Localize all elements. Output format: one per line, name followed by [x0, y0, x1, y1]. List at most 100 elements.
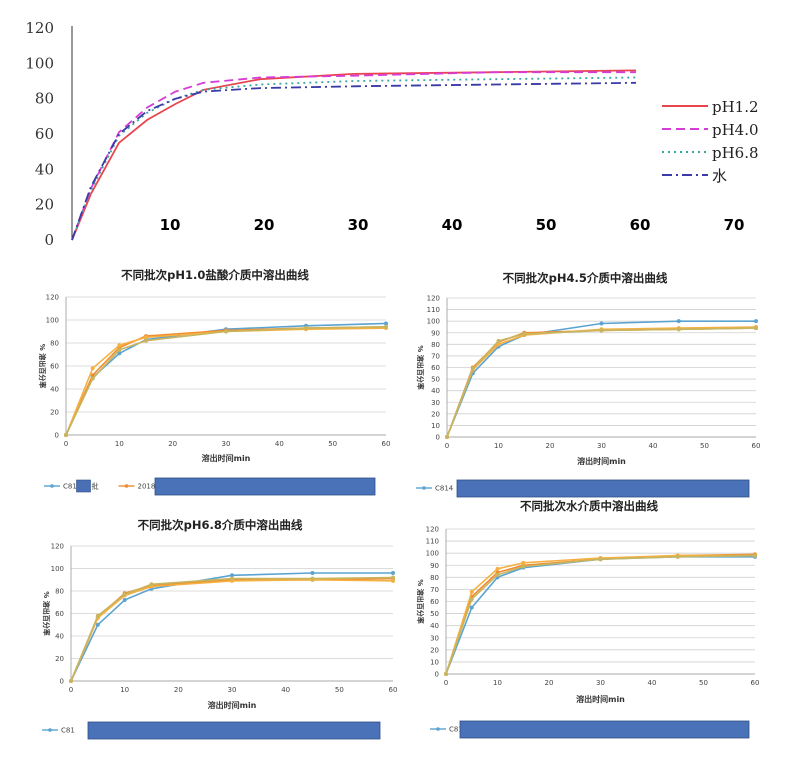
data-point: [521, 560, 526, 565]
y-tick-label: 60: [35, 125, 54, 143]
series-line-2: [71, 76, 637, 241]
y-tick-label: 20: [50, 409, 59, 417]
y-tick-label: 80: [431, 341, 440, 349]
legend-label: pH1.2: [712, 98, 759, 116]
y-tick-label: 100: [426, 550, 439, 558]
data-point: [675, 554, 680, 559]
y-tick-label: 30: [430, 634, 439, 642]
redaction-box: [154, 477, 376, 496]
data-point: [144, 338, 148, 343]
y-tick-label: 70: [431, 352, 440, 360]
x-tick-label: 60: [382, 440, 391, 448]
x-tick-label: 20: [545, 679, 554, 687]
data-point: [310, 571, 315, 575]
x-tick-label: 50: [700, 442, 709, 450]
legend: pH1.2 pH4.0 pH6.8 水: [662, 98, 759, 185]
redaction-swatch: [76, 479, 91, 493]
data-point: [304, 326, 308, 331]
y-tick-label: 110: [426, 538, 439, 546]
data-point: [69, 679, 73, 683]
data-point: [90, 366, 95, 371]
y-tick-label: 120: [25, 19, 54, 37]
y-tick-label: 40: [431, 387, 440, 395]
x-tick-label: 60: [752, 442, 761, 450]
y-tick-label: 40: [55, 633, 64, 641]
y-tick-label: 120: [426, 526, 439, 534]
y-tick-label: 100: [51, 565, 64, 573]
redaction-box: [87, 721, 381, 740]
legend-label: 2018: [138, 483, 156, 491]
panel-chart-2: 不同批次pH4.5介质中溶出曲线 0 10 20 30 40 50 60 70 80 90 100 11…: [416, 271, 761, 498]
panel-chart-1: 不同批次pH1.0盐酸介质中溶出曲线 0 20 40 60 80 100 120 0 10 20 30…: [38, 268, 391, 496]
x-tick-label: 30: [597, 442, 606, 450]
y-tick-label: 110: [427, 306, 440, 314]
series-line-3: [71, 81, 637, 241]
y-tick-label: 40: [430, 622, 439, 630]
y-axis-label: % 溶出百分率: [416, 579, 425, 623]
panel-title: 不同批次pH4.5介质中溶出曲线: [503, 271, 668, 285]
y-tick-label: 70: [430, 586, 439, 594]
series-line-2: [446, 326, 757, 438]
y-tick-label: 90: [431, 329, 440, 337]
y-tick-label: 40: [35, 160, 54, 178]
x-axis-label: 溶出时间min: [576, 694, 625, 704]
y-tick-label: 100: [427, 318, 440, 326]
y-tick-label: 10: [431, 422, 440, 430]
x-axis-label: 溶出时间min: [577, 456, 626, 466]
data-point: [753, 553, 757, 558]
data-point: [599, 321, 604, 326]
y-tick-label: 50: [430, 610, 439, 618]
legend-marker: [422, 486, 426, 490]
x-tick-label: 20: [168, 440, 177, 448]
data-point: [469, 605, 474, 610]
y-tick-label: 0: [435, 671, 439, 679]
data-point: [754, 326, 758, 331]
legend-marker: [436, 727, 440, 731]
x-tick-label: 10: [160, 216, 181, 234]
legend-label: C81: [61, 727, 75, 735]
series-line-1: [70, 577, 394, 682]
legend-label: pH6.8: [712, 144, 759, 162]
data-point: [90, 373, 95, 378]
data-point: [117, 351, 122, 356]
panel-chart-3: 不同批次pH6.8介质中溶出曲线 0 20 40 60 80 100 120 0 10 20 30 40…: [42, 518, 397, 740]
legend-label: pH4.0: [712, 121, 759, 139]
data-point: [495, 572, 500, 577]
legend: C81: [42, 727, 75, 735]
data-point: [117, 347, 122, 352]
x-tick-label: 0: [69, 686, 73, 694]
x-tick-label: 20: [546, 442, 555, 450]
data-point: [496, 338, 501, 343]
data-point: [522, 331, 527, 336]
series-line-0: [71, 69, 637, 241]
x-tick-label: 10: [494, 442, 503, 450]
data-point: [444, 672, 448, 676]
y-tick-label: 80: [50, 340, 59, 348]
x-tick-label: 20: [174, 686, 183, 694]
x-tick-label: 10: [115, 440, 124, 448]
x-tick-label: 0: [64, 440, 68, 448]
data-point: [391, 578, 395, 583]
x-tick-label: 40: [281, 686, 290, 694]
x-tick-label: 30: [596, 679, 605, 687]
legend-label: C814: [435, 485, 454, 493]
y-tick-label: 20: [431, 410, 440, 418]
y-axis-label: % 溶出百分率: [38, 344, 47, 388]
series-line-0: [70, 572, 393, 682]
data-point: [90, 376, 95, 381]
x-tick-label: 0: [445, 442, 449, 450]
x-tick-label: 20: [254, 216, 275, 234]
data-point: [754, 319, 758, 324]
y-tick-label: 60: [431, 364, 440, 372]
legend: C814: [416, 485, 454, 493]
y-tick-label: 10: [430, 658, 439, 666]
legend-suffix: 批: [92, 482, 99, 491]
x-tick-label: 0: [444, 679, 448, 687]
data-point: [149, 582, 154, 587]
legend-marker: [48, 728, 52, 732]
panel-title: 不同批次pH1.0盐酸介质中溶出曲线: [121, 268, 309, 282]
x-tick-label: 50: [328, 440, 337, 448]
legend: C81 批 2018: [44, 479, 156, 493]
